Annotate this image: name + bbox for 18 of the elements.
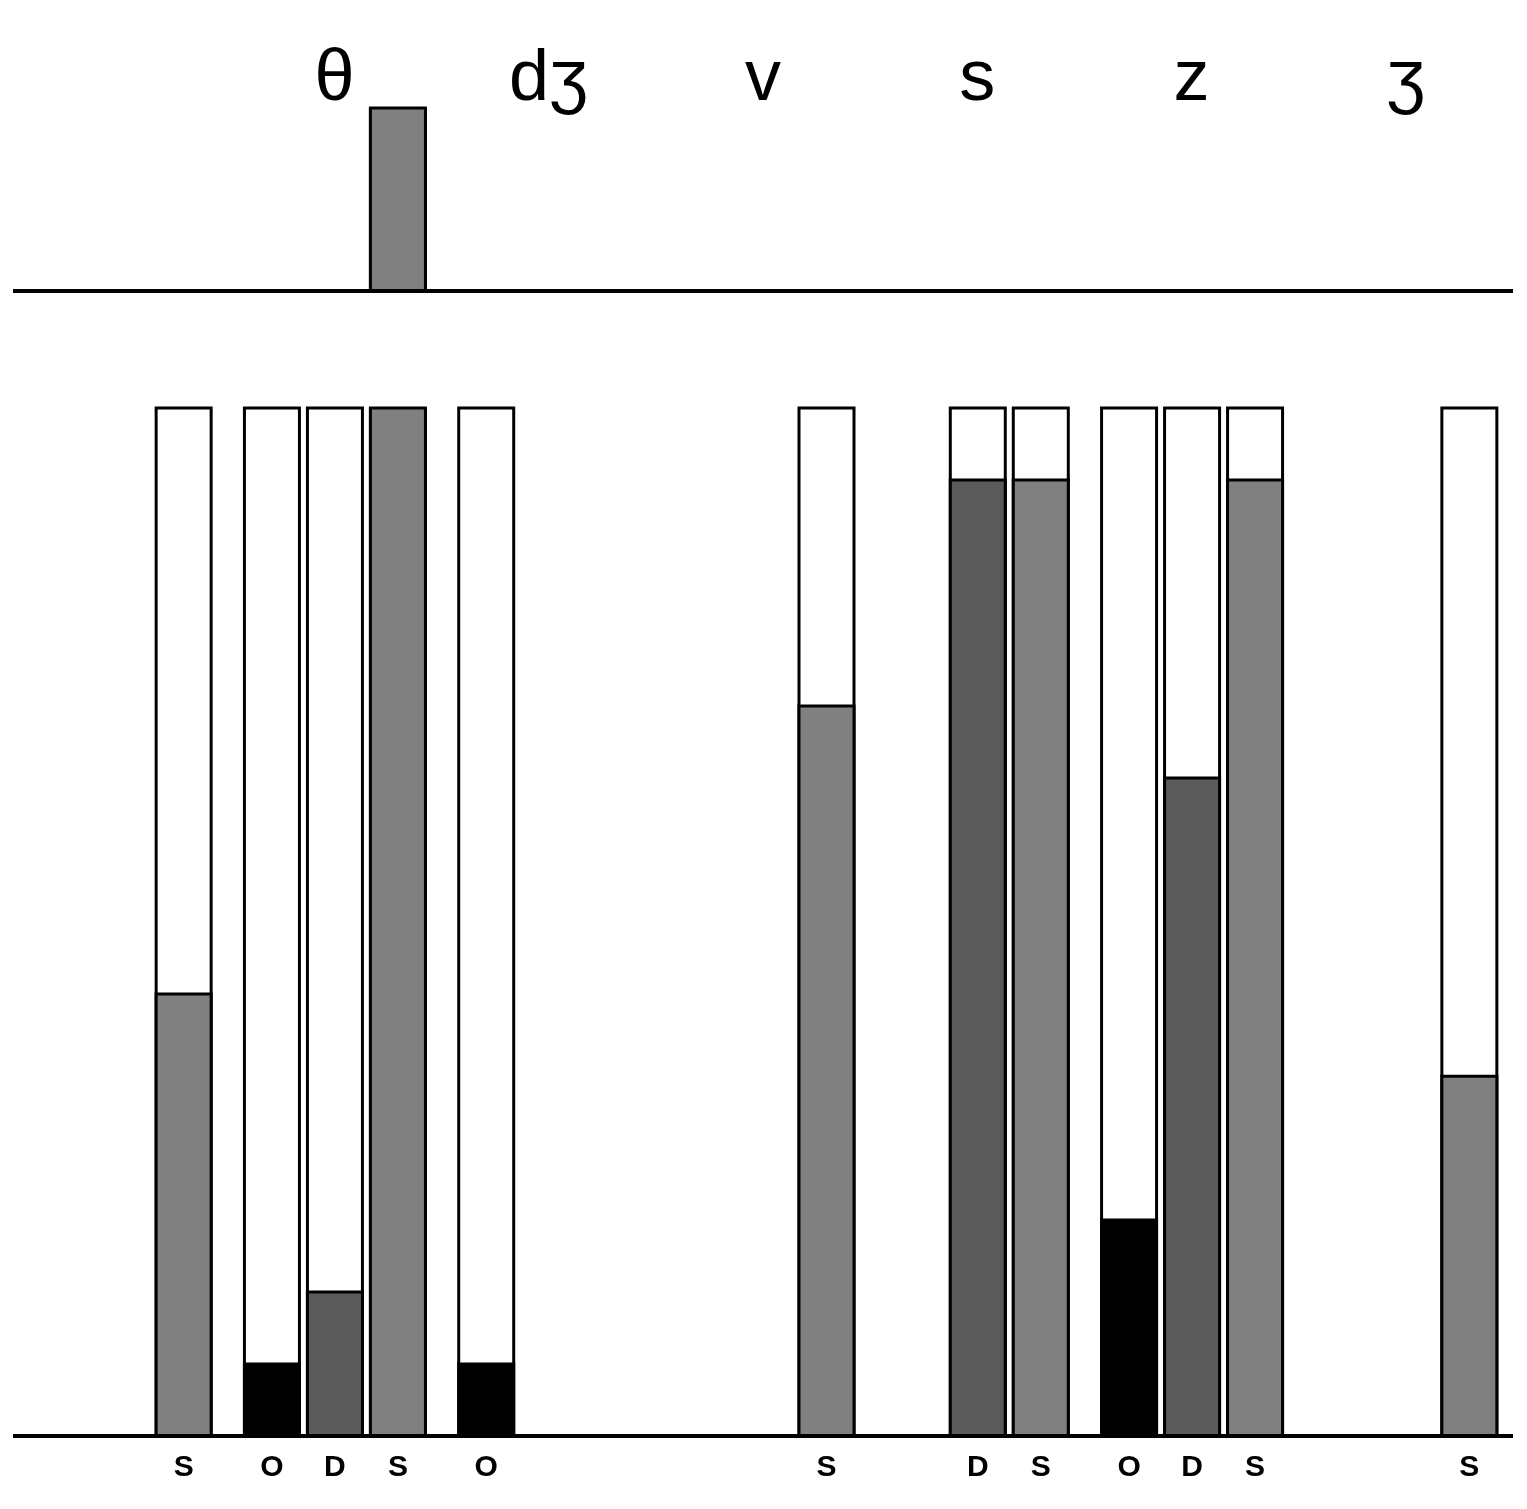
- text: D: [1181, 1449, 1203, 1482]
- text: O: [1117, 1449, 1141, 1482]
- text: S: [1245, 1449, 1266, 1482]
- text: S: [1030, 1449, 1051, 1482]
- series-label: O: [260, 1449, 284, 1482]
- x-tick-label: z: [1173, 35, 1210, 115]
- x-tick-label: dʒ: [509, 35, 589, 115]
- x-tick-label: ʒ: [1386, 35, 1426, 115]
- text: D: [966, 1449, 989, 1482]
- text: S: [1459, 1449, 1480, 1482]
- x-tick-label: s: [959, 35, 996, 115]
- text: S: [387, 1449, 408, 1482]
- x-tick-label: θ: [314, 35, 355, 115]
- series-label: S: [173, 1449, 194, 1482]
- text: O: [474, 1449, 498, 1482]
- series-label: D: [324, 1449, 346, 1482]
- x-tick-label: v: [745, 35, 781, 115]
- text: S: [816, 1449, 837, 1482]
